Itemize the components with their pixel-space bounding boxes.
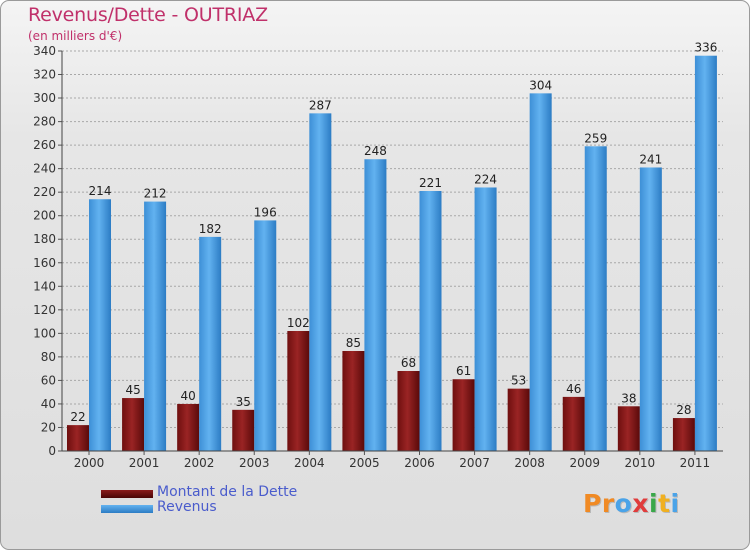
data-label-debt-2000: 22 — [70, 410, 85, 424]
data-label-debt-2002: 40 — [181, 389, 196, 403]
x-tick-label-2009: 2009 — [569, 456, 600, 470]
y-tick-label-240: 240 — [33, 162, 56, 176]
data-label-revenus-2008: 304 — [529, 78, 552, 92]
bar-revenus-2001 — [144, 201, 167, 451]
data-label-revenus-2002: 182 — [199, 222, 222, 236]
data-label-revenus-2007: 224 — [474, 172, 497, 186]
bar-debt-2010 — [617, 406, 640, 451]
bar-debt-2005 — [342, 351, 365, 451]
logo-letter-3: x — [632, 489, 649, 518]
data-label-revenus-2000: 214 — [89, 184, 112, 198]
y-tick-label-320: 320 — [33, 68, 56, 82]
bar-debt-2009 — [562, 396, 585, 451]
bar-revenus-2003 — [254, 220, 277, 451]
y-tick-label-340: 340 — [33, 44, 56, 58]
data-label-revenus-2005: 248 — [364, 144, 387, 158]
data-label-debt-2003: 35 — [236, 395, 251, 409]
bar-revenus-2000 — [89, 199, 111, 451]
data-label-revenus-2009: 259 — [584, 131, 607, 145]
data-label-revenus-2003: 196 — [254, 205, 277, 219]
legend-item-revenus: Revenus — [101, 499, 361, 516]
bar-debt-2001 — [122, 398, 145, 451]
legend-swatch-revenus — [101, 505, 153, 513]
bar-debt-2011 — [672, 418, 695, 451]
bar-revenus-2005 — [364, 159, 387, 451]
x-tick-label-2007: 2007 — [459, 456, 490, 470]
chart-title: Revenus/Dette - OUTRIAZ — [28, 4, 268, 26]
logo-letter-4: i — [649, 489, 659, 518]
data-label-debt-2004: 102 — [287, 316, 310, 330]
logo-letter-6: i — [670, 489, 680, 518]
data-label-debt-2010: 38 — [621, 391, 636, 405]
logo-letter-1: r — [601, 489, 615, 518]
y-tick-label-80: 80 — [41, 350, 56, 364]
x-tick-label-2008: 2008 — [514, 456, 545, 470]
chart-subtitle: (en milliers d'€) — [28, 29, 123, 43]
bar-revenus-2010 — [639, 167, 662, 451]
x-tick-label-2001: 2001 — [129, 456, 160, 470]
data-label-debt-2011: 28 — [676, 403, 691, 417]
logo-letter-5: t — [658, 489, 671, 518]
x-tick-label-2002: 2002 — [184, 456, 215, 470]
bar-debt-2008 — [507, 388, 530, 451]
bar-revenus-2009 — [584, 146, 607, 451]
bar-revenus-2007 — [474, 187, 497, 451]
y-tick-label-60: 60 — [41, 373, 56, 387]
data-label-debt-2006: 68 — [401, 356, 416, 370]
legend-label-debt: Montant de la Dette — [157, 484, 298, 500]
legend-item-debt: Montant de la Dette — [101, 484, 361, 501]
y-tick-label-280: 280 — [33, 115, 56, 129]
x-tick-label-2011: 2011 — [680, 456, 711, 470]
bar-revenus-2006 — [419, 191, 442, 451]
x-tick-label-2003: 2003 — [239, 456, 270, 470]
y-tick-label-20: 20 — [41, 420, 56, 434]
logo-letter-0: P — [583, 489, 602, 518]
y-tick-label-100: 100 — [33, 326, 56, 340]
logo-letter-2: o — [614, 489, 633, 518]
legend-label-revenus: Revenus — [157, 499, 217, 515]
y-tick-label-140: 140 — [33, 279, 56, 293]
y-tick-label-40: 40 — [41, 397, 56, 411]
y-tick-label-200: 200 — [33, 209, 56, 223]
x-tick-label-2010: 2010 — [625, 456, 656, 470]
bar-debt-2007 — [452, 379, 475, 451]
y-tick-label-160: 160 — [33, 256, 56, 270]
y-tick-label-120: 120 — [33, 303, 56, 317]
chart-legend: Montant de la Dette Revenus — [101, 484, 361, 516]
data-label-debt-2007: 61 — [456, 364, 471, 378]
data-label-debt-2001: 45 — [125, 383, 140, 397]
bar-debt-2000 — [67, 425, 89, 451]
bar-revenus-2004 — [309, 113, 332, 452]
bar-revenus-2002 — [199, 236, 222, 451]
y-tick-label-220: 220 — [33, 185, 56, 199]
y-tick-label-180: 180 — [33, 232, 56, 246]
data-label-revenus-2010: 241 — [639, 152, 662, 166]
bar-debt-2006 — [397, 371, 420, 451]
x-tick-label-2006: 2006 — [404, 456, 435, 470]
y-tick-label-260: 260 — [33, 138, 56, 152]
y-tick-label-300: 300 — [33, 91, 56, 105]
data-label-revenus-2011: 336 — [694, 41, 717, 55]
data-label-revenus-2004: 287 — [309, 98, 332, 112]
x-tick-label-2000: 2000 — [74, 456, 105, 470]
data-label-debt-2009: 46 — [566, 382, 581, 396]
x-tick-label-2005: 2005 — [349, 456, 380, 470]
data-label-revenus-2006: 221 — [419, 176, 442, 190]
bar-revenus-2011 — [694, 55, 717, 452]
data-label-debt-2008: 53 — [511, 374, 526, 388]
y-tick-label-0: 0 — [48, 444, 56, 458]
legend-swatch-debt — [101, 490, 153, 498]
data-label-revenus-2001: 212 — [144, 187, 167, 201]
bar-debt-2003 — [232, 409, 255, 451]
bar-debt-2002 — [177, 403, 200, 451]
bar-debt-2004 — [287, 331, 310, 451]
proxiti-logo: Proxiti — [583, 489, 680, 518]
data-label-debt-2005: 85 — [346, 336, 361, 350]
bar-revenus-2008 — [529, 93, 552, 452]
x-tick-label-2004: 2004 — [294, 456, 325, 470]
